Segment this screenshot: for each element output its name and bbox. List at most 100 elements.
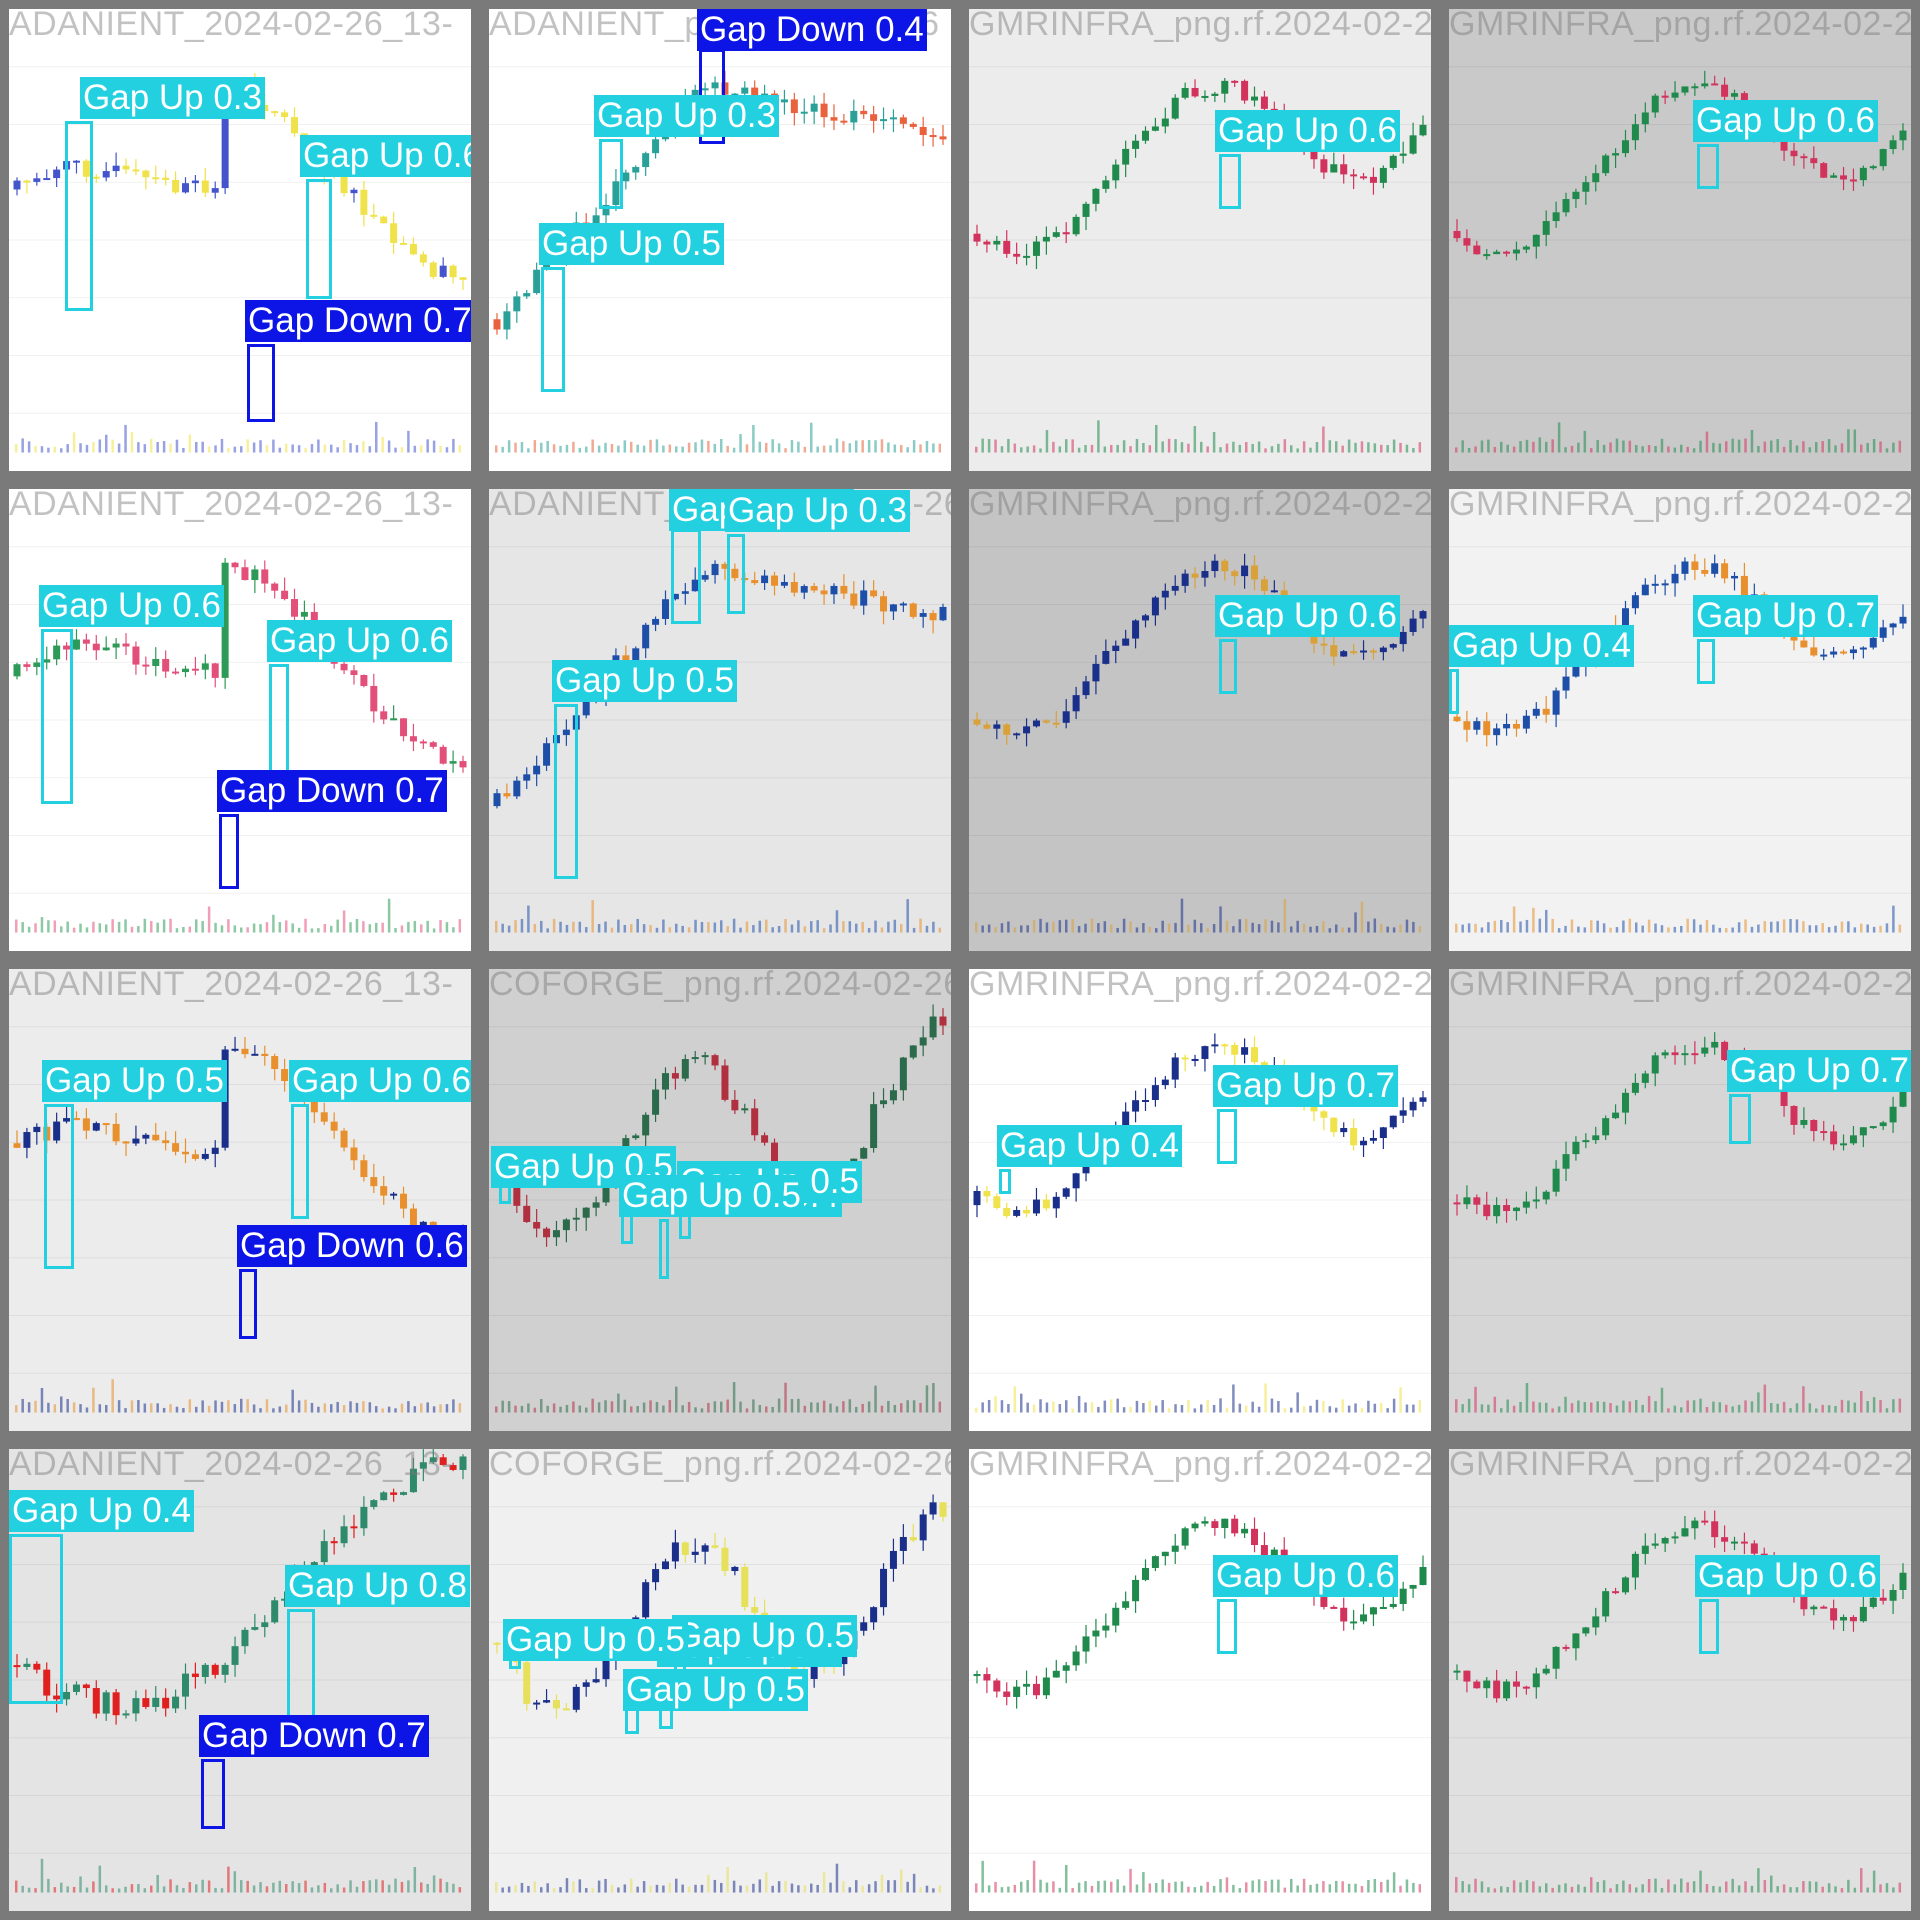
volume-bar <box>1564 447 1567 453</box>
volume-bar <box>1763 441 1767 453</box>
volume-bar <box>1500 919 1503 933</box>
volume-bar <box>426 920 429 933</box>
candle-body <box>82 1684 90 1689</box>
volume-bar <box>1257 924 1261 933</box>
candle-body <box>1869 1597 1877 1607</box>
candle-body <box>201 1153 209 1159</box>
volume-bar <box>1110 1881 1113 1893</box>
candle-body <box>592 1679 600 1683</box>
volume-bar <box>1551 1408 1554 1413</box>
candle-body <box>870 1607 878 1623</box>
volume-bar <box>201 1879 204 1893</box>
volume-bar <box>66 1886 69 1893</box>
volume-bar <box>1335 441 1338 453</box>
chart-tile: GMRINFRA_png.rf.2024-02-26_12Gap Up 0.6 <box>960 480 1440 960</box>
volume-bar <box>1898 1398 1902 1413</box>
candle-body <box>1621 1092 1629 1113</box>
candle-body <box>939 136 947 140</box>
candle-body <box>993 724 1001 729</box>
candle-body <box>1592 1616 1600 1628</box>
volume-bar <box>842 441 845 453</box>
volume-bar <box>1200 923 1203 933</box>
candle-body <box>132 1698 140 1714</box>
volume-bar <box>1058 446 1062 453</box>
volume-bar <box>272 914 275 933</box>
candle-body <box>1191 1058 1199 1061</box>
gap-up-label: Gap Up 0.6 <box>1213 1555 1398 1597</box>
volume-bar <box>1480 1404 1484 1413</box>
volume-bar <box>1763 1384 1767 1413</box>
candle-body <box>1612 153 1620 156</box>
candle-body <box>870 114 878 121</box>
candle-body <box>1453 230 1461 239</box>
volume-bar <box>349 1401 352 1413</box>
volume-bar <box>1116 1398 1119 1413</box>
gap-down-box <box>219 814 239 889</box>
candle-body <box>721 1065 729 1100</box>
candle-body <box>1042 1199 1050 1209</box>
volume-bar <box>355 1886 359 1893</box>
candle-body <box>33 178 41 182</box>
volume-bar <box>720 1882 723 1893</box>
volume-bar <box>1116 444 1119 453</box>
volume-bar <box>1142 1872 1145 1893</box>
candle-body <box>142 664 150 667</box>
volume-bar <box>797 441 800 453</box>
candle-body <box>909 603 917 617</box>
candle-body <box>291 117 299 134</box>
volume-bar <box>143 444 147 453</box>
volume-bar <box>1090 918 1094 933</box>
volume-bar <box>514 1885 517 1893</box>
volume-bar <box>375 1406 378 1413</box>
volume-bar <box>92 441 95 453</box>
volume-bar <box>458 1887 462 1893</box>
candle-body <box>459 277 467 280</box>
candle-body <box>1042 720 1050 723</box>
candle-body <box>241 1048 249 1055</box>
candle-body <box>152 1697 160 1707</box>
source-filename: COFORGE_png.rf.2024-02-26_12 <box>489 965 951 1003</box>
volume-bar <box>1455 1877 1458 1893</box>
candle-body <box>172 1696 180 1709</box>
candle-body <box>231 1048 239 1051</box>
volume-bar <box>1545 909 1548 933</box>
candle-body <box>1582 1627 1590 1634</box>
volume-bar <box>233 446 237 453</box>
volume-bar <box>1187 1400 1190 1413</box>
volume-bar <box>137 1883 140 1893</box>
volume-bar <box>1322 426 1325 453</box>
gap-up-box <box>1729 1094 1751 1144</box>
volume-bar <box>60 1396 63 1413</box>
candle-body <box>1350 1128 1358 1146</box>
volume-bar <box>195 441 198 453</box>
volume-bar <box>297 1400 301 1413</box>
volume-bar <box>452 1399 455 1413</box>
volume-bar <box>816 1884 819 1893</box>
candle-body <box>1542 708 1550 715</box>
chart-tile: GMRINFRA_png.rf.2024-02-26_12Gap Up 0.6 <box>1440 1440 1920 1920</box>
volume-bar <box>1827 927 1831 933</box>
candle-body <box>449 265 457 278</box>
candle-body <box>780 582 788 586</box>
volume-bar <box>1180 442 1184 453</box>
gap-up-label: Gap Up 0.7 <box>1693 595 1878 637</box>
volume-bar <box>162 919 166 933</box>
volume-bar <box>1744 1881 1747 1893</box>
candle-body <box>543 743 551 766</box>
volume-bar <box>912 927 916 933</box>
candle-body <box>1552 1646 1560 1669</box>
volume-bar <box>1673 926 1677 933</box>
volume-bar <box>1302 1406 1306 1413</box>
volume-bar <box>1879 925 1882 933</box>
volume-bar <box>310 443 314 453</box>
volume-bar <box>1084 445 1087 453</box>
volume-bar <box>1667 1408 1670 1413</box>
volume-bar <box>932 443 935 453</box>
volume-bar <box>407 430 410 453</box>
volume-bar <box>636 1406 639 1413</box>
volume-bar <box>1808 925 1812 933</box>
candle-body <box>1161 1079 1169 1086</box>
volume-bar <box>439 445 442 453</box>
volume-bar <box>1647 445 1651 453</box>
volume-bar <box>1493 1888 1497 1893</box>
